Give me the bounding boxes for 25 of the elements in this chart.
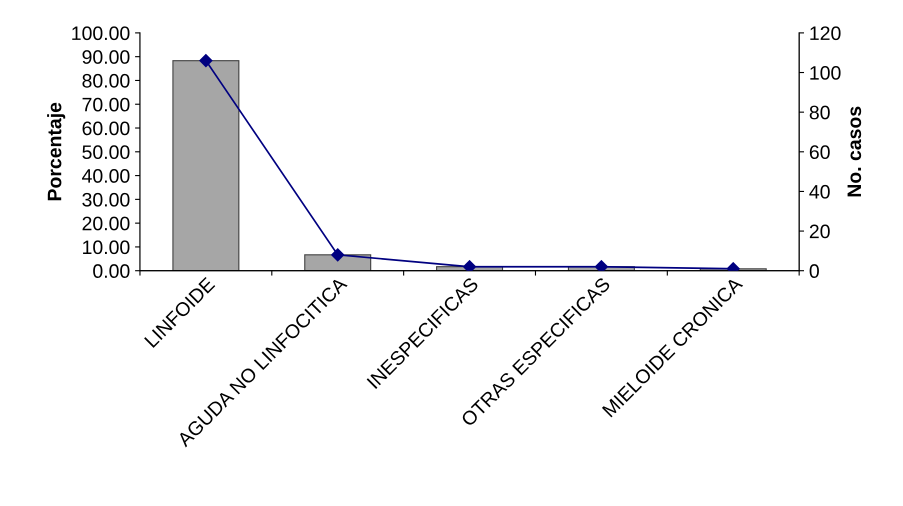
y2-axis-title: No. casos xyxy=(848,106,862,196)
point xyxy=(462,260,476,271)
y-tick-label: 60.00 xyxy=(82,121,130,136)
bar xyxy=(172,60,240,271)
y-tick-label: 80.00 xyxy=(82,74,130,88)
y-tick-label: 90.00 xyxy=(82,50,130,64)
y-tick-label: 0.00 xyxy=(93,264,130,278)
y2-tick-label: 60 xyxy=(810,145,830,160)
y-tick-label: 10.00 xyxy=(83,240,130,254)
point xyxy=(594,260,608,271)
y-tick-label: 100.00 xyxy=(72,26,130,40)
y-tick-label: 70.00 xyxy=(82,98,130,112)
y-tick-label: 20.00 xyxy=(82,216,130,230)
y-tick-label: 40.00 xyxy=(82,169,130,183)
y-axis-title: Porcentaje xyxy=(47,102,66,200)
y2-tick-label: 20 xyxy=(810,224,830,238)
y-tick-label: 30.00 xyxy=(82,192,130,207)
point xyxy=(331,248,344,262)
y2-tick-label: 80 xyxy=(810,106,830,120)
y2-tick-label: 100 xyxy=(810,66,841,80)
point xyxy=(199,54,212,68)
y2-tick-label: 120 xyxy=(810,26,841,40)
y2-tick-label: 40 xyxy=(809,184,830,199)
y2-tick-label: 0 xyxy=(810,264,819,278)
y-tick-label: 50.00 xyxy=(82,145,130,160)
